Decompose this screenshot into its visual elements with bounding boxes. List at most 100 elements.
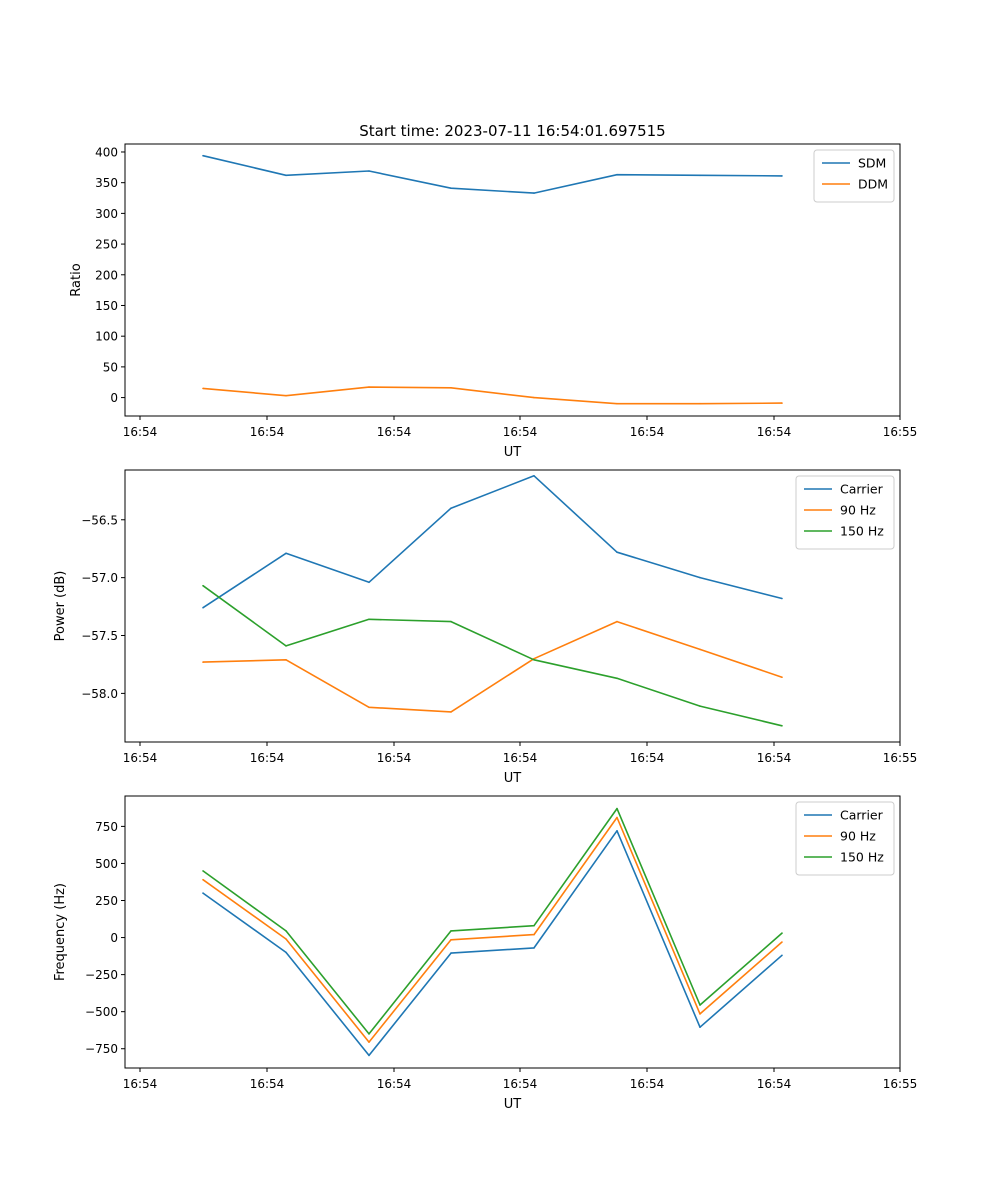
y-tick-label: 100 — [95, 330, 118, 344]
data-point-ddm — [781, 402, 783, 404]
y-tick-label: −57.5 — [81, 629, 118, 643]
series-line-sdm — [202, 154, 783, 194]
data-point-90-hz — [368, 1041, 370, 1043]
legend-label: DDM — [858, 177, 888, 192]
data-point-150-hz — [202, 584, 204, 587]
data-point-carrier — [368, 581, 370, 584]
data-point-150-hz — [285, 645, 287, 647]
data-point-ddm — [202, 387, 204, 390]
data-point-sdm — [781, 175, 783, 177]
chart-panel-1: 16:54 16:54 16:54 16:54 16:54 16:54 16:55 0 50 10… — [69, 143, 918, 460]
y-tick-label: 200 — [95, 268, 118, 282]
data-point-90-hz — [368, 706, 370, 709]
data-point-carrier — [533, 947, 535, 949]
x-tick-label: 16:54 — [377, 1077, 412, 1091]
data-point-carrier — [781, 954, 783, 957]
y-tick-label: −56.5 — [81, 513, 118, 527]
y-tick-label: −58.0 — [81, 687, 118, 701]
legend-label: 90 Hz — [840, 829, 876, 844]
x-tick-label: 16:54 — [123, 1077, 158, 1091]
legend-label: 150 Hz — [840, 850, 884, 865]
data-point-90-hz — [533, 933, 535, 936]
legend-label: 90 Hz — [840, 503, 876, 518]
y-axis-label: Power (dB) — [53, 571, 68, 642]
y-tick-label: 0 — [110, 931, 118, 945]
data-point-ddm — [450, 387, 452, 389]
data-point-150-hz — [781, 932, 783, 934]
data-point-carrier — [285, 951, 287, 954]
x-tick-label: 16:54 — [503, 751, 538, 765]
y-tick-label: −250 — [85, 968, 118, 982]
series-line-ddm — [202, 386, 783, 405]
data-point-sdm — [533, 192, 535, 194]
data-point-ddm — [699, 402, 701, 405]
y-tick-label: 250 — [95, 894, 118, 908]
data-point-90-hz — [616, 816, 618, 819]
data-point-150-hz — [450, 930, 452, 932]
data-point-90-hz — [202, 878, 204, 881]
data-point-carrier — [533, 475, 535, 477]
y-axis-label: Frequency (Hz) — [53, 883, 68, 981]
x-tick-label: 16:54 — [630, 425, 665, 439]
data-point-150-hz — [450, 620, 452, 623]
data-point-150-hz — [368, 1033, 370, 1035]
x-tick-label: 16:54 — [250, 1077, 285, 1091]
data-point-carrier — [450, 952, 452, 954]
data-point-150-hz — [781, 725, 783, 727]
x-axis-label: UT — [504, 445, 522, 460]
data-point-150-hz — [699, 705, 701, 707]
data-point-carrier — [616, 830, 618, 832]
data-point-150-hz — [368, 618, 370, 621]
y-tick-label: 750 — [95, 820, 118, 834]
series-line-150-hz — [202, 807, 783, 1035]
data-point-carrier — [450, 507, 452, 510]
x-tick-label: 16:54 — [757, 1077, 792, 1091]
legend-label: Carrier — [840, 482, 884, 497]
y-tick-label: 500 — [95, 857, 118, 871]
data-point-150-hz — [533, 924, 535, 927]
data-point-sdm — [285, 174, 287, 177]
x-tick-label: 16:54 — [630, 751, 665, 765]
data-point-carrier — [202, 606, 204, 609]
x-axis-label: UT — [504, 1097, 522, 1112]
legend-label: Carrier — [840, 808, 884, 823]
x-tick-label: 16:54 — [503, 425, 538, 439]
x-tick-label: 16:55 — [883, 425, 918, 439]
data-point-carrier — [699, 576, 701, 579]
data-point-carrier — [616, 551, 618, 553]
axes-frame — [124, 795, 901, 1069]
y-tick-label: −500 — [85, 1005, 118, 1019]
chart-panel-2: 16:54 16:54 16:54 16:54 16:54 16:54 16:55 −58.0… — [53, 469, 918, 786]
y-tick-label: 150 — [95, 299, 118, 313]
data-point-90-hz — [616, 620, 618, 623]
x-tick-label: 16:54 — [123, 751, 158, 765]
x-tick-label: 16:54 — [630, 1077, 665, 1091]
legend: SDM DDM — [813, 149, 895, 203]
data-point-carrier — [699, 1026, 701, 1028]
x-tick-label: 16:54 — [377, 751, 412, 765]
x-tick-label: 16:54 — [123, 425, 158, 439]
figure-title: Start time: 2023-07-11 16:54:01.697515 — [359, 122, 665, 140]
series-line-90-hz — [202, 816, 783, 1043]
data-point-150-hz — [616, 677, 618, 680]
x-axis-label: UT — [504, 771, 522, 786]
axes-frame — [124, 143, 901, 417]
x-tick-label: 16:54 — [250, 425, 285, 439]
y-tick-label: 50 — [103, 360, 118, 374]
data-point-90-hz — [699, 1013, 701, 1015]
legend-label: SDM — [858, 156, 886, 171]
y-tick-label: −57.0 — [81, 571, 118, 585]
data-point-150-hz — [616, 807, 618, 810]
x-tick-label: 16:54 — [757, 751, 792, 765]
data-point-150-hz — [285, 930, 287, 932]
data-point-150-hz — [533, 659, 535, 661]
data-point-90-hz — [450, 711, 452, 713]
x-tick-label: 16:55 — [883, 751, 918, 765]
axes-frame — [124, 469, 901, 743]
data-point-sdm — [368, 170, 370, 172]
data-point-sdm — [450, 187, 452, 189]
data-point-ddm — [616, 402, 618, 405]
series-line-carrier — [202, 474, 783, 609]
series-line-150-hz — [202, 585, 783, 727]
